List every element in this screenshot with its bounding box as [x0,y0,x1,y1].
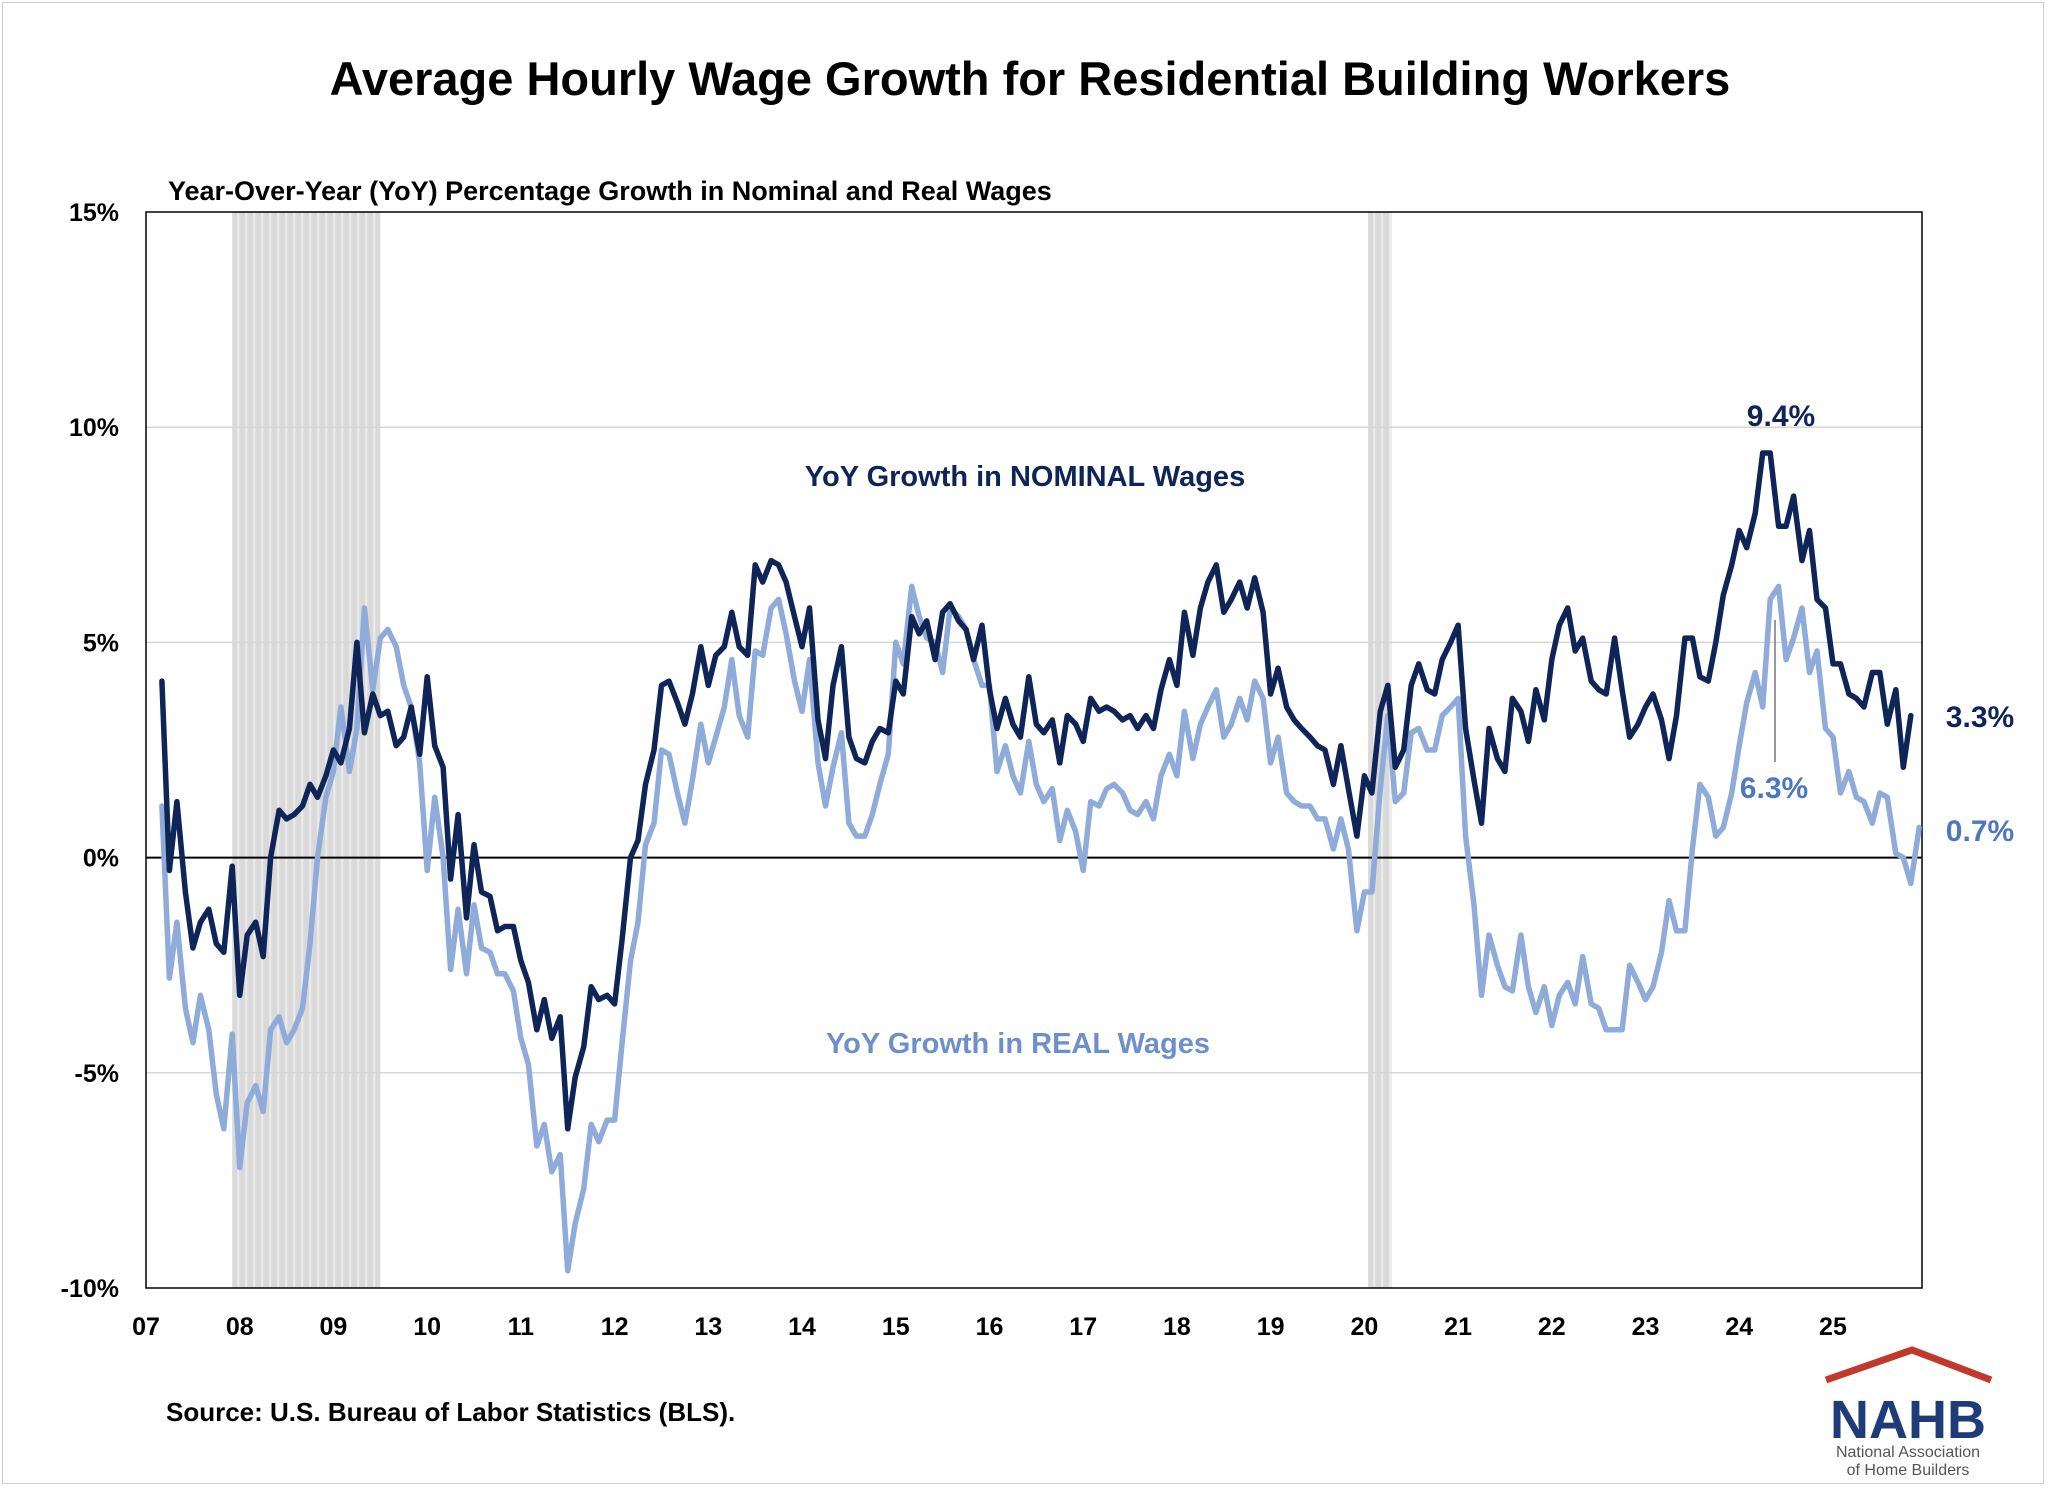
x-tick-label: 17 [1069,1313,1097,1341]
logo-line-2: of Home Builders [1847,1462,1970,1479]
x-tick-label: 20 [1350,1313,1378,1341]
x-tick-label: 21 [1444,1313,1472,1341]
real-series-label: YoY Growth in REAL Wages [826,1028,1210,1060]
real-peak-label: 6.3% [1740,772,1808,805]
x-tick-label: 07 [132,1313,160,1341]
x-tick-label: 22 [1538,1313,1566,1341]
logo-mark: NAHB [1830,1390,1986,1450]
y-tick-label: 5% [83,629,119,657]
x-tick-label: 18 [1163,1313,1191,1341]
chart-title: Average Hourly Wage Growth for Residenti… [330,52,1731,105]
y-tick-label: 10% [69,414,119,442]
x-tick-label: 15 [882,1313,910,1341]
recession-band [1368,212,1392,1288]
y-tick-label: -5% [75,1060,119,1088]
x-tick-label: 11 [508,1313,535,1341]
x-tick-label: 14 [788,1313,816,1341]
x-tick-label: 10 [413,1313,441,1341]
chart-subtitle: Year-Over-Year (YoY) Percentage Growth i… [168,176,1052,206]
logo-roof-icon [1824,1346,1993,1384]
real-wage-line [159,583,1922,1274]
plot-frame [145,211,1923,1289]
series-lines [159,450,1922,1274]
x-tick-label: 23 [1632,1313,1660,1341]
x-tick-label: 19 [1257,1313,1285,1341]
real-latest-label: 0.7% [1946,815,2014,848]
x-tick-label: 09 [320,1313,348,1341]
nominal-wage-line [159,450,1914,1132]
logo-line-1: National Association [1836,1444,1980,1461]
recession-shading [232,212,1392,1288]
x-tick-label: 24 [1725,1313,1753,1341]
y-tick-label: -10% [61,1275,119,1303]
y-tick-label: 15% [69,199,119,227]
x-axis-tick-labels: 07 08 09 10 11 12 13 14 15 16 17 18 19 20 21 22 23 24 25 [132,1313,1847,1341]
y-axis-tick-labels: 15% 10% 5% 0% -5% -10% [61,199,119,1303]
x-tick-label: 08 [226,1313,254,1341]
nominal-peak-label: 9.4% [1747,400,1815,433]
x-tick-label: 13 [694,1313,722,1341]
y-tick-label: 0% [83,845,119,873]
nominal-series-label: YoY Growth in NOMINAL Wages [805,461,1245,493]
nahb-logo: NAHB National Association of Home Builde… [1824,1346,1993,1479]
nominal-latest-label: 3.3% [1946,701,2014,734]
x-tick-label: 16 [976,1313,1004,1341]
x-tick-label: 25 [1819,1313,1847,1341]
x-tick-label: 12 [601,1313,629,1341]
source-note: Source: U.S. Bureau of Labor Statistics … [166,1397,735,1427]
